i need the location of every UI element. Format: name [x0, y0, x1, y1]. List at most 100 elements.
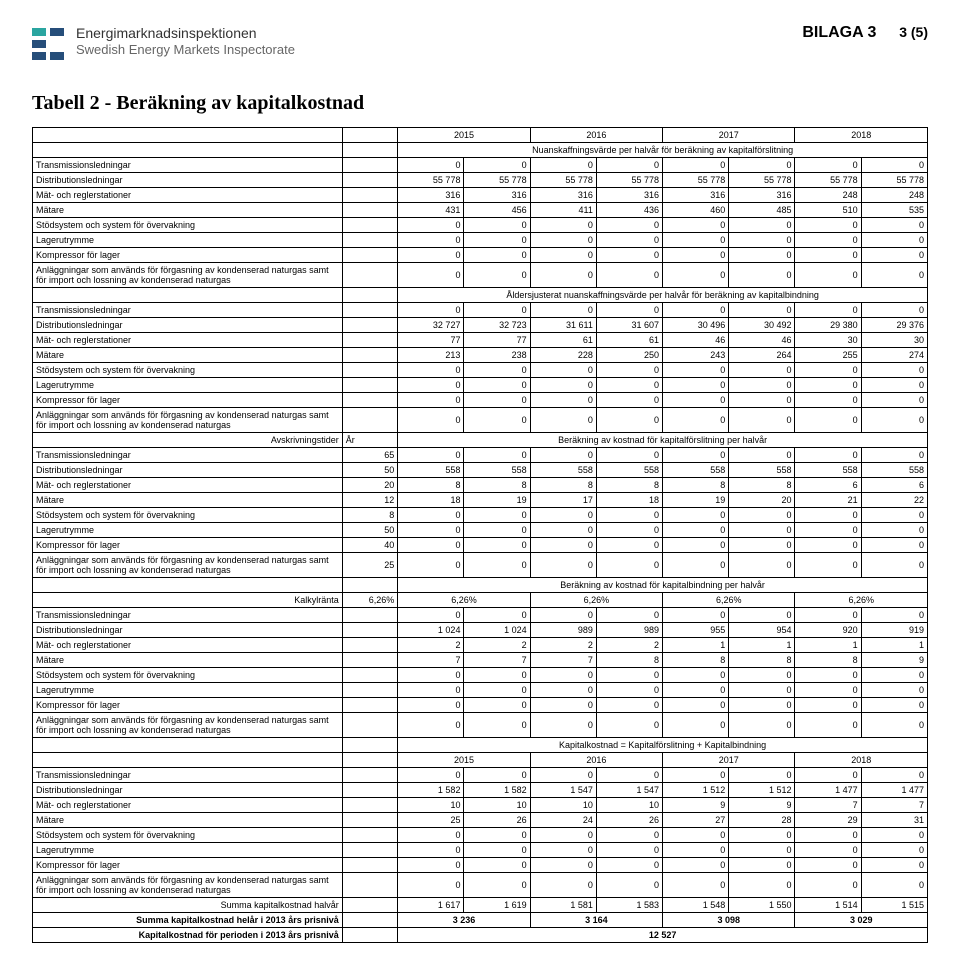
table-row: Kalkylränta6,26%6,26%6,26%6,26%6,26% — [33, 593, 928, 608]
row-label: Stödsystem och system för övervakning — [33, 828, 343, 843]
table-row: Mät- och reglerstationer2088888866 — [33, 478, 928, 493]
table-row: Lagerutrymme00000000 — [33, 378, 928, 393]
table-row: Stödsystem och system för övervakning000… — [33, 218, 928, 233]
row-label: Distributionsledningar — [33, 783, 343, 798]
doc-meta: BILAGA 3 3 (5) — [802, 24, 928, 42]
row-label: Summa kapitalkostnad halvår — [33, 898, 343, 913]
row-label: Mätare — [33, 493, 343, 508]
row-label: Mät- och reglerstationer — [33, 333, 343, 348]
row-label: Mät- och reglerstationer — [33, 798, 343, 813]
row-label: Lagerutrymme — [33, 683, 343, 698]
row-label: Anläggningar som används för förgasning … — [33, 553, 343, 578]
row-label: Transmissionsledningar — [33, 448, 343, 463]
year-cell: 2016 — [530, 128, 662, 143]
row-label: Transmissionsledningar — [33, 768, 343, 783]
row-label: Stödsystem och system för övervakning — [33, 363, 343, 378]
org-name: Energimarknadsinspektionen — [76, 24, 295, 42]
table-row: Mät- och reglerstationer22221111 — [33, 638, 928, 653]
table-row: Anläggningar som används för förgasning … — [33, 263, 928, 288]
table-row: Anläggningar som används för förgasning … — [33, 408, 928, 433]
section-row: Nuanskaffningsvärde per halvår för beräk… — [33, 143, 928, 158]
table-row: Summa kapitalkostnad helår i 2013 års pr… — [33, 913, 928, 928]
section-row: Åldersjusterat nuanskaffningsvärde per h… — [33, 288, 928, 303]
year-cell: 2017 — [663, 128, 795, 143]
table-row: Distributionsledningar1 0241 02498998995… — [33, 623, 928, 638]
row-label: Anläggningar som används för förgasning … — [33, 873, 343, 898]
table-row: Distributionsledningar55 77855 77855 778… — [33, 173, 928, 188]
table-row: Stödsystem och system för övervakning000… — [33, 363, 928, 378]
table-row: Anläggningar som används för förgasning … — [33, 713, 928, 738]
page-title: Tabell 2 - Beräkning av kapitalkostnad — [32, 92, 928, 115]
row-label: Distributionsledningar — [33, 623, 343, 638]
row-label: Kalkylränta — [33, 593, 343, 608]
row-label: Anläggningar som används för förgasning … — [33, 408, 343, 433]
table-row: Kompressor för lager00000000 — [33, 858, 928, 873]
year-row: 2015 2016 2017 2018 — [33, 128, 928, 143]
section-row: AvskrivningstiderÅrBeräkning av kostnad … — [33, 433, 928, 448]
table-row: Kapitalkostnad för perioden i 2013 års p… — [33, 928, 928, 943]
row-label: Mätare — [33, 348, 343, 363]
table-row: Mät- och reglerstationer3163163163163163… — [33, 188, 928, 203]
row-label: Kompressor för lager — [33, 393, 343, 408]
logo-icon — [32, 24, 68, 64]
row-label: Transmissionsledningar — [33, 608, 343, 623]
table-row: Anläggningar som används för förgasning … — [33, 553, 928, 578]
section-title: Åldersjusterat nuanskaffningsvärde per h… — [398, 288, 928, 303]
table-row: Transmissionsledningar00000000 — [33, 608, 928, 623]
page-header: Energimarknadsinspektionen Swedish Energ… — [32, 24, 928, 64]
row-label: Kompressor för lager — [33, 538, 343, 553]
section-title: Nuanskaffningsvärde per halvår för beräk… — [398, 143, 928, 158]
row-label: Distributionsledningar — [33, 173, 343, 188]
table-row: Mätare77788889 — [33, 653, 928, 668]
row-label: Stödsystem och system för övervakning — [33, 218, 343, 233]
table-row: Lagerutrymme00000000 — [33, 233, 928, 248]
data-table: 2015 2016 2017 2018 Nuanskaffningsvärde … — [32, 127, 928, 943]
row-label: Stödsystem och system för övervakning — [33, 508, 343, 523]
doc-bilaga: BILAGA 3 — [802, 24, 876, 41]
year-cell: 2015 — [398, 128, 530, 143]
table-row: Lagerutrymme00000000 — [33, 843, 928, 858]
table-row: Distributionsledningar505585585585585585… — [33, 463, 928, 478]
section-row: Beräkning av kostnad för kapitalbindning… — [33, 578, 928, 593]
table-row: Transmissionsledningar00000000 — [33, 768, 928, 783]
table-row: Kompressor för lager00000000 — [33, 698, 928, 713]
org-logo: Energimarknadsinspektionen Swedish Energ… — [32, 24, 295, 64]
table-row: Kompressor för lager00000000 — [33, 248, 928, 263]
row-label: Anläggningar som används för förgasning … — [33, 263, 343, 288]
row-label: Lagerutrymme — [33, 378, 343, 393]
year-row: 2015201620172018 — [33, 753, 928, 768]
table-row: Mätare121819171819202122 — [33, 493, 928, 508]
row-label: Distributionsledningar — [33, 463, 343, 478]
table-row: Lagerutrymme00000000 — [33, 683, 928, 698]
table-row: Stödsystem och system för övervakning000… — [33, 828, 928, 843]
table-row: Distributionsledningar32 72732 72331 611… — [33, 318, 928, 333]
row-label: Stödsystem och system för övervakning — [33, 668, 343, 683]
row-label: Distributionsledningar — [33, 318, 343, 333]
section-title: Beräkning av kostnad för kapitalförslitn… — [398, 433, 928, 448]
row-label: Kapitalkostnad för perioden i 2013 års p… — [33, 928, 343, 943]
section-row: Kapitalkostnad = Kapitalförslitning + Ka… — [33, 738, 928, 753]
table-row: Distributionsledningar1 5821 5821 5471 5… — [33, 783, 928, 798]
table-row: Transmissionsledningar00000000 — [33, 303, 928, 318]
row-label: Lagerutrymme — [33, 233, 343, 248]
table-row: Mät- och reglerstationer7777616146463030 — [33, 333, 928, 348]
table-row: Mätare431456411436460485510535 — [33, 203, 928, 218]
row-label: Mät- och reglerstationer — [33, 188, 343, 203]
row-label: Kompressor för lager — [33, 858, 343, 873]
row-label: Mätare — [33, 813, 343, 828]
table-row: Transmissionsledningar00000000 — [33, 158, 928, 173]
row-label: Lagerutrymme — [33, 523, 343, 538]
row-label: Kompressor för lager — [33, 248, 343, 263]
table-row: Stödsystem och system för övervakning800… — [33, 508, 928, 523]
table-row: Stödsystem och system för övervakning000… — [33, 668, 928, 683]
row-label: Transmissionsledningar — [33, 303, 343, 318]
table-row: Mät- och reglerstationer101010109977 — [33, 798, 928, 813]
table-row: Lagerutrymme5000000000 — [33, 523, 928, 538]
table-row: Kompressor för lager00000000 — [33, 393, 928, 408]
table-row: Mätare2526242627282931 — [33, 813, 928, 828]
row-label: Kompressor för lager — [33, 698, 343, 713]
table-row: Transmissionsledningar6500000000 — [33, 448, 928, 463]
row-label: Mätare — [33, 653, 343, 668]
row-label: Mät- och reglerstationer — [33, 478, 343, 493]
page-number: 3 (5) — [899, 24, 928, 40]
